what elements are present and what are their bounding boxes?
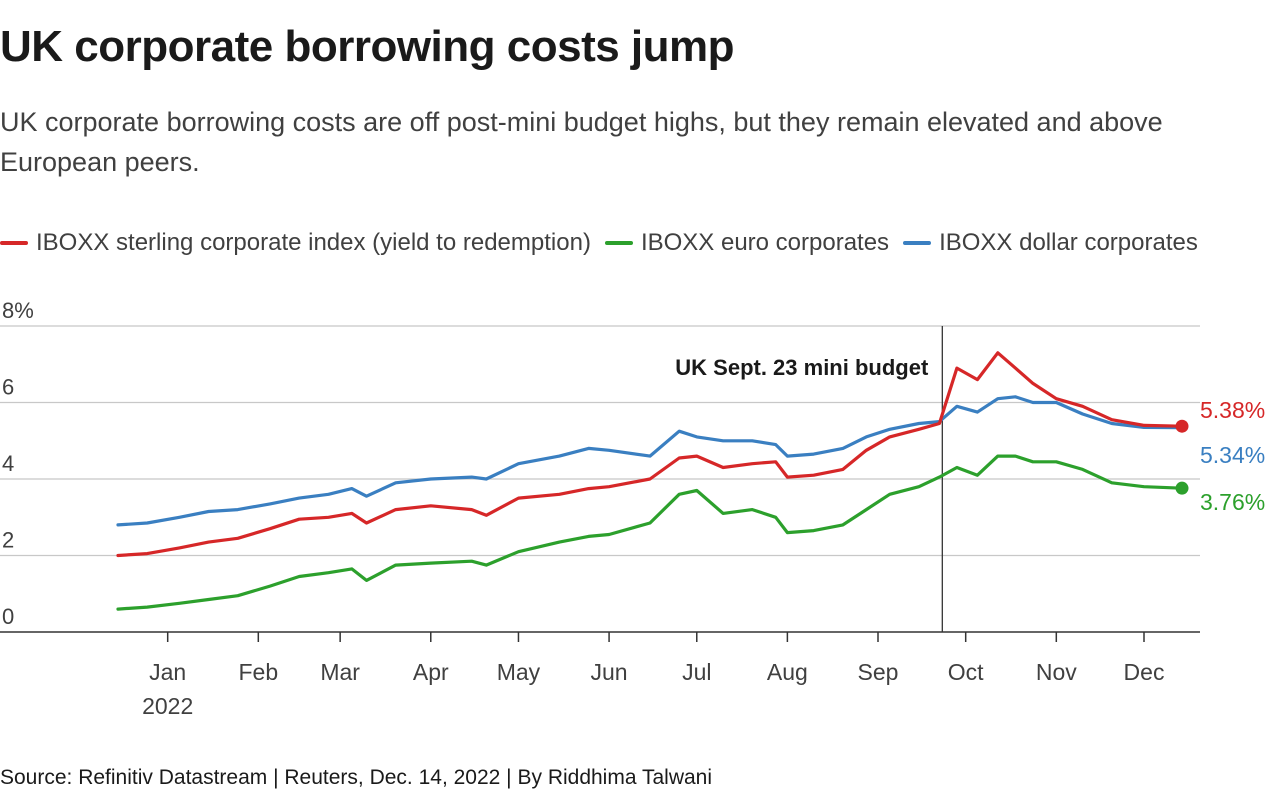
y-tick-label-0: 0 bbox=[2, 604, 14, 629]
x-tick-label-oct: Oct bbox=[948, 659, 984, 685]
x-tick-label-dec: Dec bbox=[1124, 659, 1165, 685]
y-gridlines bbox=[0, 325, 1200, 557]
series-line-euro bbox=[116, 454, 1184, 611]
x-tick-label-nov: Nov bbox=[1036, 659, 1077, 685]
x-tick-label-jun: Jun bbox=[591, 659, 628, 685]
legend-label-euro: IBOXX euro corporates bbox=[640, 229, 890, 256]
y-tick-label-4: 4 bbox=[2, 451, 14, 476]
chart-legend: IBOXX sterling corporate index (yield to… bbox=[0, 226, 1212, 260]
legend-label-dollar: IBOXX dollar corporates bbox=[939, 229, 1198, 256]
legend-swatch-dollar bbox=[903, 241, 932, 245]
legend-item-euro: IBOXX euro corporates bbox=[604, 229, 890, 257]
x-tick-label-jan: Jan bbox=[149, 659, 186, 685]
series-line-sterling bbox=[116, 351, 1184, 558]
annotation-label: UK Sept. 23 mini budget bbox=[675, 355, 929, 380]
series-line-dollar bbox=[116, 395, 1184, 527]
x-tick-label-apr: Apr bbox=[413, 659, 449, 685]
x-tick-label-feb: Feb bbox=[238, 659, 278, 685]
end-label-dollar: 5.34% bbox=[1200, 442, 1265, 468]
chart-subtitle: UK corporate borrowing costs are off pos… bbox=[0, 107, 1163, 177]
annotation-layer: UK Sept. 23 mini budget bbox=[675, 326, 943, 632]
legend-item-dollar: IBOXX dollar corporates bbox=[903, 229, 1198, 257]
end-label-sterling: 5.38% bbox=[1200, 397, 1265, 423]
y-tick-label-6: 6 bbox=[2, 375, 14, 400]
x-tick-label-sep: Sep bbox=[858, 659, 899, 685]
y-tick-label-8: 8% bbox=[2, 298, 34, 323]
x-axis: Jan 2022 Feb Mar Apr May Jun Jul Aug Sep Oct Nov Dec bbox=[0, 631, 1200, 719]
legend-item-sterling: IBOXX sterling corporate index (yield to… bbox=[0, 229, 591, 257]
legend-label-sterling: IBOXX sterling corporate index (yield to… bbox=[36, 229, 591, 256]
end-label-euro: 3.76% bbox=[1200, 489, 1265, 515]
x-tick-label-may: May bbox=[497, 659, 541, 685]
x-tick-sublabel-year: 2022 bbox=[142, 693, 193, 719]
series-layer bbox=[116, 351, 1184, 611]
y-tick-label-2: 2 bbox=[2, 528, 14, 553]
x-tick-label-mar: Mar bbox=[320, 659, 360, 685]
legend-swatch-euro bbox=[604, 241, 633, 245]
y-tick-labels: 0 2 4 6 8% bbox=[2, 298, 34, 629]
line-chart: 0 2 4 6 8% Jan 2022 Feb Mar Apr May Jun Jul Aug Sep Oc… bbox=[0, 298, 1265, 719]
end-labels: 5.38% 3.76% 5.34% bbox=[1175, 397, 1265, 515]
end-marker-euro bbox=[1175, 481, 1189, 495]
legend-swatch-sterling bbox=[0, 241, 28, 245]
chart-title: UK corporate borrowing costs jump bbox=[0, 22, 735, 71]
end-marker-sterling bbox=[1175, 419, 1189, 433]
x-tick-label-jul: Jul bbox=[682, 659, 711, 685]
x-tick-label-aug: Aug bbox=[767, 659, 808, 685]
source-note: Source: Refinitiv Datastream | Reuters, … bbox=[0, 766, 713, 789]
